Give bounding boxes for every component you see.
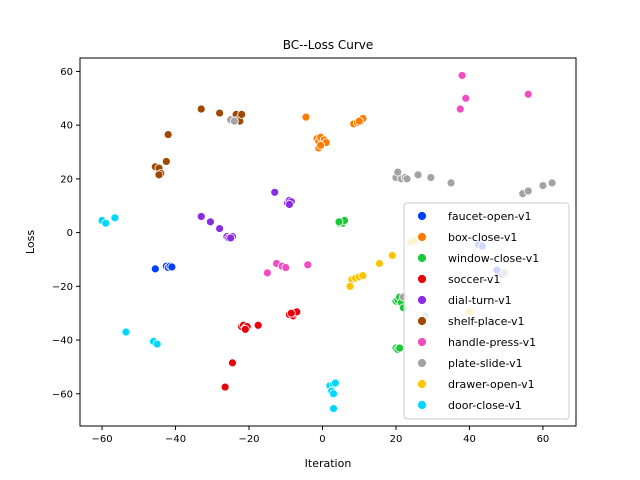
y-tick-label: −20 (52, 282, 73, 293)
x-axis: −60 −40 −20 0 20 40 60 (91, 426, 549, 445)
scatter-point-plate-slide-v1-11 (523, 186, 533, 196)
y-tick-label: 0 (67, 228, 73, 239)
legend-label-door-close-v1: door-close-v1 (448, 399, 522, 412)
legend-marker-drawer-open-v1 (417, 379, 427, 389)
plot-area-frame (79, 57, 577, 427)
y-tick-label: −40 (52, 336, 73, 347)
scatter-point-plate-slide-v1-8 (426, 173, 436, 182)
scatter-point-drawer-open-v1-3 (375, 259, 384, 268)
x-tick-label: −20 (238, 434, 259, 445)
scatter-point-soccer-v1-5 (253, 320, 263, 330)
scatter-point-handle-press-v1-2 (523, 89, 533, 99)
x-tick-label: 0 (319, 434, 325, 445)
scatter-point-plate-slide-v1-3 (393, 167, 403, 177)
legend: faucet-open-v1 box-close-v1 window-close-v… (403, 202, 570, 420)
x-axis-label: Iteration (305, 457, 352, 470)
scatter-point-shelf-place-v1-5 (237, 110, 247, 119)
scatter-point-shelf-place-v1-0 (196, 104, 206, 114)
legend-marker-door-close-v1 (417, 400, 427, 410)
scatter-point-soccer-v1-11 (228, 358, 237, 368)
y-axis: −60 −40 −20 0 20 40 60 (52, 67, 80, 400)
legend-marker-handle-press-v1 (417, 337, 427, 347)
scatter-point-handle-press-v1-3 (455, 104, 465, 114)
x-tick-label: −40 (165, 434, 186, 445)
legend-label-faucet-open-v1: faucet-open-v1 (448, 210, 532, 223)
legend-label-soccer-v1: soccer-v1 (448, 273, 500, 286)
scatter-point-door-close-v1-10 (329, 389, 338, 399)
x-tick-label: 40 (463, 434, 476, 445)
scatter-point-drawer-open-v1-4 (387, 251, 397, 260)
scatter-point-shelf-place-v1-7 (163, 130, 173, 139)
legend-marker-window-close-v1 (417, 253, 427, 263)
scatter-point-dial-turn-v1-7 (215, 224, 225, 233)
scatter-point-box-close-v1-13 (354, 116, 364, 126)
scatter-point-soccer-v1-10 (286, 308, 296, 318)
scatter-point-door-close-v1-2 (110, 213, 120, 223)
scatter-point-drawer-open-v1-8 (358, 271, 368, 280)
scatter-point-dial-turn-v1-6 (206, 217, 215, 227)
legend-marker-shelf-place-v1 (417, 316, 427, 326)
scatter-point-dial-turn-v1-4 (285, 199, 294, 209)
scatter-point-drawer-open-v1-9 (345, 281, 355, 291)
scatter-point-shelf-place-v1-12 (154, 170, 164, 180)
scatter-point-soccer-v1-12 (220, 382, 230, 392)
x-tick-label: 20 (390, 434, 403, 445)
scatter-point-handle-press-v1-6 (281, 263, 291, 272)
scatter-point-door-close-v1-1 (101, 218, 111, 228)
scatter-point-plate-slide-v1-13 (547, 178, 557, 188)
scatter-point-plate-slide-v1-12 (538, 181, 548, 190)
scatter-point-plate-slide-v1-1 (229, 116, 239, 126)
chart-title: BC--Loss Curve (283, 38, 374, 52)
scatter-point-door-close-v1-5 (152, 339, 162, 349)
legend-marker-soccer-v1 (417, 274, 427, 284)
scatter-point-box-close-v1-0 (301, 112, 311, 122)
scatter-point-door-close-v1-3 (121, 327, 131, 337)
scatter-point-plate-slide-v1-9 (446, 178, 456, 188)
scatter-point-door-close-v1-11 (329, 404, 338, 413)
scatter-point-shelf-place-v1-8 (161, 157, 171, 166)
scatter-point-window-close-v1-4 (334, 217, 344, 227)
legend-label-drawer-open-v1: drawer-open-v1 (448, 378, 535, 391)
scatter-point-box-close-v1-8 (316, 140, 326, 150)
scatter-point-soccer-v1-4 (240, 324, 250, 334)
x-tick-label: 60 (537, 434, 550, 445)
scatter-point-handle-press-v1-7 (303, 260, 313, 270)
scatter-point-window-close-v1-12 (395, 343, 405, 353)
y-tick-label: 20 (60, 174, 73, 185)
legend-label-window-close-v1: window-close-v1 (448, 252, 539, 265)
scatter-point-dial-turn-v1-0 (270, 187, 280, 197)
scatter-point-door-close-v1-8 (330, 378, 340, 388)
legend-label-dial-turn-v1: dial-turn-v1 (448, 294, 512, 307)
legend-label-plate-slide-v1: plate-slide-v1 (448, 357, 523, 370)
legend-marker-faucet-open-v1 (417, 211, 427, 221)
scatter-point-plate-slide-v1-6 (402, 174, 412, 184)
legend-marker-box-close-v1 (417, 232, 427, 242)
legend-box (403, 202, 570, 420)
y-axis-label: Loss (24, 230, 37, 254)
legend-marker-plate-slide-v1 (417, 358, 427, 368)
legend-marker-dial-turn-v1 (417, 295, 427, 305)
scatter-point-dial-turn-v1-5 (196, 212, 206, 221)
y-tick-label: 60 (60, 67, 73, 78)
scatter-point-handle-press-v1-1 (461, 93, 471, 103)
scatter-point-handle-press-v1-0 (457, 71, 467, 80)
scatter-point-faucet-open-v1-4 (167, 262, 177, 272)
scatter-point-plate-slide-v1-7 (413, 170, 423, 180)
y-tick-label: −60 (52, 389, 73, 400)
scatter-point-faucet-open-v1-0 (150, 264, 160, 274)
legend-label-shelf-place-v1: shelf-place-v1 (448, 315, 525, 328)
legend-label-box-close-v1: box-close-v1 (448, 231, 517, 244)
scatter-point-dial-turn-v1-11 (226, 233, 236, 243)
scatter-point-shelf-place-v1-1 (215, 108, 225, 118)
scatter-point-handle-press-v1-8 (262, 268, 272, 278)
legend-label-handle-press-v1: handle-press-v1 (448, 336, 536, 349)
x-tick-label: −60 (91, 434, 112, 445)
y-tick-label: 40 (60, 121, 73, 132)
